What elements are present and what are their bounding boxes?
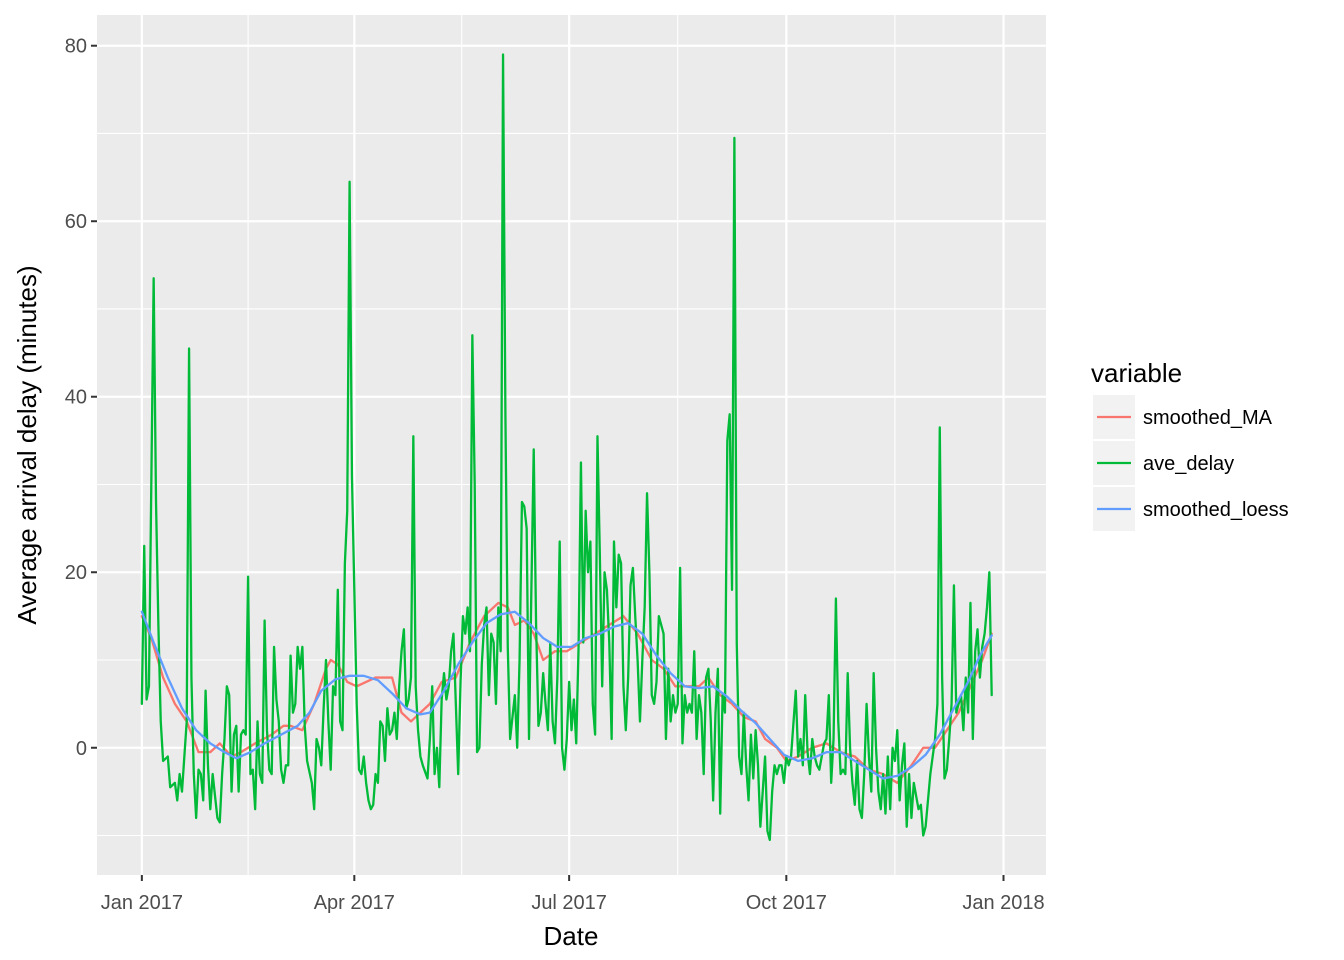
y-tick-label: 60 bbox=[65, 211, 87, 233]
x-tick-label: Jan 2017 bbox=[101, 892, 183, 914]
y-tick-label: 20 bbox=[65, 562, 87, 584]
series-line-smoothed-MA bbox=[140, 601, 993, 785]
y-axis-title: Average arrival delay (minutes) bbox=[12, 265, 42, 624]
series-line-smoothed-loess bbox=[140, 610, 993, 780]
major-gridlines bbox=[97, 15, 1046, 875]
y-axis: 0 20 40 60 80 bbox=[65, 36, 97, 760]
legend-label-smoothed-loess: smoothed_loess bbox=[1143, 499, 1289, 521]
y-tick-label: 0 bbox=[76, 738, 87, 760]
legend-keys: smoothed_MA ave_delay smoothed_loess bbox=[1093, 395, 1289, 531]
x-tick-label: Oct 2017 bbox=[746, 892, 827, 914]
legend-label-ave-delay: ave_delay bbox=[1143, 453, 1234, 475]
x-tick-label: Jul 2017 bbox=[531, 892, 607, 914]
legend-label-smoothed-MA: smoothed_MA bbox=[1143, 407, 1273, 429]
series-lines bbox=[140, 53, 993, 842]
plot-panel bbox=[97, 15, 1046, 875]
legend-title: variable bbox=[1091, 358, 1182, 388]
x-axis: Jan 2017 Apr 2017 Jul 2017 Oct 2017 Jan 2018 bbox=[101, 875, 1045, 914]
x-tick-label: Apr 2017 bbox=[314, 892, 395, 914]
y-tick-label: 80 bbox=[65, 36, 87, 58]
minor-gridlines bbox=[97, 15, 1046, 875]
x-axis-title: Date bbox=[544, 921, 599, 951]
x-tick-label: Jan 2018 bbox=[962, 892, 1044, 914]
y-tick-label: 40 bbox=[65, 387, 87, 409]
series-line-ave-delay bbox=[140, 53, 993, 842]
legend: variable smoothed_MA ave_delay smoothed_lo… bbox=[1091, 358, 1289, 531]
